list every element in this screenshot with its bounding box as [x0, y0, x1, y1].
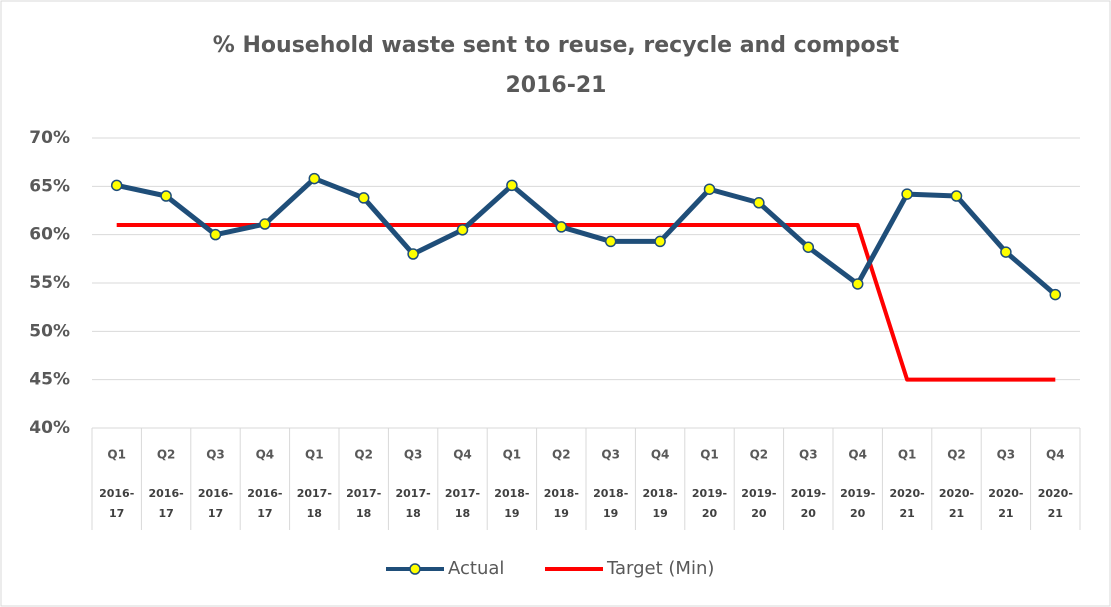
marker — [654, 235, 666, 248]
x-group-label: 2017-18 — [296, 487, 332, 520]
x-group-label: 2016-17 — [247, 487, 283, 520]
x-group-label: 2019-20 — [741, 487, 777, 520]
x-tick-label: Q2 — [750, 448, 769, 462]
marker — [1000, 246, 1012, 258]
legend-label: Target (Min) — [606, 558, 714, 579]
x-group-label: 2018-19 — [494, 487, 530, 520]
x-group-label: 2019-20 — [790, 487, 826, 520]
legend-marker — [409, 563, 421, 575]
x-tick-label: Q3 — [404, 448, 423, 462]
x-tick-label: Q4 — [453, 448, 472, 462]
marker — [110, 179, 123, 192]
x-group-label: 2018-19 — [543, 487, 579, 520]
x-tick-label: Q2 — [552, 448, 571, 462]
marker — [160, 190, 172, 202]
x-group-label: 2019-20 — [691, 487, 728, 520]
marker — [555, 221, 568, 233]
y-tick-label: 70% — [29, 128, 70, 148]
x-tick-label: Q3 — [206, 448, 225, 462]
marker — [357, 192, 370, 204]
y-tick-label: 45% — [29, 370, 70, 390]
x-tick-label: Q3 — [799, 448, 818, 462]
x-tick-label: Q1 — [898, 448, 917, 462]
marker — [950, 190, 963, 202]
y-tick-label: 60% — [29, 225, 70, 245]
chart-title: % Household waste sent to reuse, recycle… — [213, 33, 900, 58]
x-tick-label: Q4 — [1046, 448, 1065, 462]
marker — [1049, 288, 1062, 301]
x-group-label: 2017-18 — [395, 487, 431, 520]
x-tick-label: Q3 — [997, 448, 1016, 462]
x-tick-label: Q2 — [947, 448, 966, 462]
x-tick-label: Q1 — [700, 448, 719, 462]
chart-title: 2016-21 — [506, 73, 607, 98]
x-group-label: 2017-18 — [444, 487, 481, 520]
y-tick-label: 55% — [29, 273, 70, 293]
marker — [703, 183, 716, 195]
x-group-label: 2020-21 — [1037, 487, 1073, 520]
x-group-label: 2020-21 — [938, 487, 975, 520]
marker — [604, 235, 617, 248]
y-tick-label: 40% — [29, 418, 70, 438]
marker — [753, 197, 765, 209]
marker — [456, 224, 469, 236]
x-group-label: 2017-18 — [346, 487, 382, 520]
series-line — [116, 223, 1056, 382]
x-group-label: 2018-19 — [642, 487, 678, 520]
x-group-label: 2016-17 — [197, 487, 234, 520]
x-tick-label: Q2 — [354, 448, 373, 462]
x-group-label: 2020-21 — [889, 487, 925, 520]
x-tick-label: Q1 — [503, 448, 522, 462]
marker — [802, 241, 815, 253]
x-tick-label: Q1 — [107, 448, 126, 462]
marker — [407, 248, 419, 260]
marker — [901, 188, 913, 200]
marker — [308, 172, 321, 185]
x-tick-label: Q4 — [848, 448, 867, 462]
x-group-label: 2018-19 — [593, 487, 629, 520]
x-tick-label: Q4 — [256, 448, 275, 462]
series-line — [116, 176, 1057, 297]
legend-label: Actual — [448, 558, 504, 579]
x-group-label: 2016-17 — [148, 487, 184, 520]
x-tick-label: Q1 — [305, 448, 324, 462]
x-group-label: 2019-20 — [840, 487, 876, 520]
marker — [259, 218, 271, 230]
x-tick-label: Q2 — [157, 448, 176, 462]
marker — [506, 179, 518, 192]
y-tick-label: 65% — [29, 176, 70, 196]
x-tick-label: Q3 — [601, 448, 620, 462]
x-group-label: 2020-21 — [988, 487, 1024, 520]
marker — [209, 228, 222, 241]
marker — [851, 278, 864, 290]
y-tick-label: 50% — [29, 321, 70, 341]
x-group-label: 2016-17 — [99, 487, 135, 520]
x-tick-label: Q4 — [651, 448, 670, 462]
